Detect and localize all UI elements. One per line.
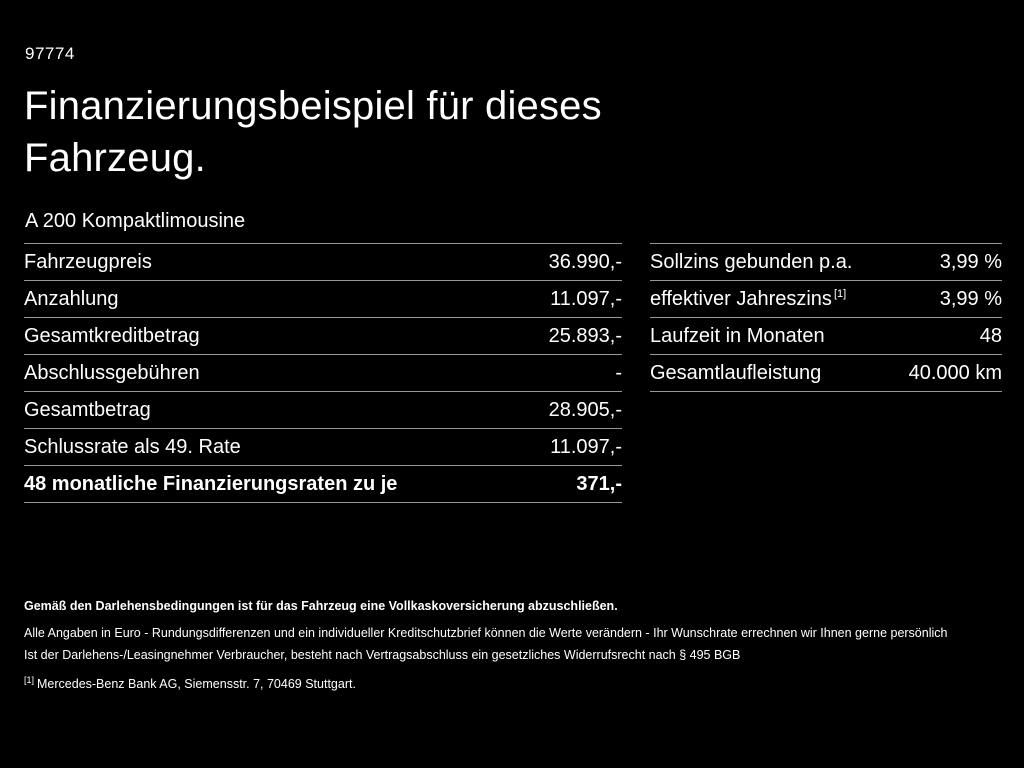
row-label: Sollzins gebunden p.a. (650, 250, 853, 273)
row-value: 3,99 % (939, 287, 1002, 310)
row-value: 11.097,- (550, 287, 622, 310)
disclaimer-line-2: Ist der Darlehens-/Leasingnehmer Verbrau… (24, 648, 741, 662)
row-value: 25.893,- (548, 324, 622, 347)
insurance-note: Gemäß den Darlehensbedingungen ist für d… (24, 599, 618, 613)
table-row-fahrzeugpreis: Fahrzeugpreis 36.990,- (24, 243, 622, 280)
conditions-table: Sollzins gebunden p.a. 3,99 % effektiver… (650, 243, 1002, 392)
table-row-schlussrate: Schlussrate als 49. Rate 11.097,- (24, 428, 622, 465)
table-row-gesamtlaufleistung: Gesamtlaufleistung 40.000 km (650, 354, 1002, 391)
bank-footnote: [1] Mercedes-Benz Bank AG, Siemensstr. 7,… (24, 672, 1000, 692)
row-label: 48 monatliche Finanzierungsraten zu je (24, 472, 398, 495)
vehicle-model: A 200 Kompaktlimousine (25, 210, 246, 232)
page-title-line1: Finanzierungsbeispiel für dieses (24, 84, 602, 128)
financing-table: Fahrzeugpreis 36.990,- Anzahlung 11.097,… (24, 243, 622, 503)
row-label: Laufzeit in Monaten (650, 324, 825, 347)
legal-footer: Gemäß den Darlehensbedingungen ist für d… (24, 598, 1000, 698)
row-label: Anzahlung (24, 287, 119, 310)
row-label: Gesamtlaufleistung (650, 361, 822, 384)
row-label: effektiver Jahreszins [1] (650, 288, 846, 311)
row-label: Abschlussgebühren (24, 361, 200, 384)
row-value: 3,99 % (939, 250, 1002, 273)
row-value: - (615, 361, 622, 384)
row-value: 11.097,- (550, 435, 622, 458)
row-value: 28.905,- (548, 398, 622, 421)
row-label: Fahrzeugpreis (24, 250, 152, 273)
table-row-abschlussgebuehren: Abschlussgebühren - (24, 354, 622, 391)
disclaimer-line-1: Alle Angaben in Euro - Rundungsdifferenz… (24, 626, 948, 640)
row-value: 48 (979, 324, 1002, 347)
table-row-gesamtkreditbetrag: Gesamtkreditbetrag 25.893,- (24, 317, 622, 354)
footnote-ref: [1] (833, 287, 847, 300)
footnote-marker: [1] (24, 675, 35, 685)
footnote-text: Mercedes-Benz Bank AG, Siemensstr. 7, 70… (37, 677, 356, 692)
table-row-monatsrate: 48 monatliche Finanzierungsraten zu je 3… (24, 465, 622, 503)
table-row-anzahlung: Anzahlung 11.097,- (24, 280, 622, 317)
row-value: 40.000 km (908, 361, 1002, 384)
page-title-line2: Fahrzeug. (24, 136, 206, 180)
row-label: Gesamtbetrag (24, 398, 151, 421)
page-id: 97774 (25, 44, 75, 63)
page-title: Finanzierungsbeispiel für dieses Fahrzeug… (24, 80, 602, 184)
table-row-effektiver-jahreszins: effektiver Jahreszins [1] 3,99 % (650, 280, 1002, 317)
row-label-text: effektiver Jahreszins (650, 287, 832, 310)
row-label: Schlussrate als 49. Rate (24, 435, 241, 458)
table-row-laufzeit: Laufzeit in Monaten 48 (650, 317, 1002, 354)
row-value: 371,- (576, 472, 622, 495)
row-label: Gesamtkreditbetrag (24, 324, 200, 347)
table-row-sollzins: Sollzins gebunden p.a. 3,99 % (650, 243, 1002, 280)
row-value: 36.990,- (548, 250, 622, 273)
table-row-gesamtbetrag: Gesamtbetrag 28.905,- (24, 391, 622, 428)
